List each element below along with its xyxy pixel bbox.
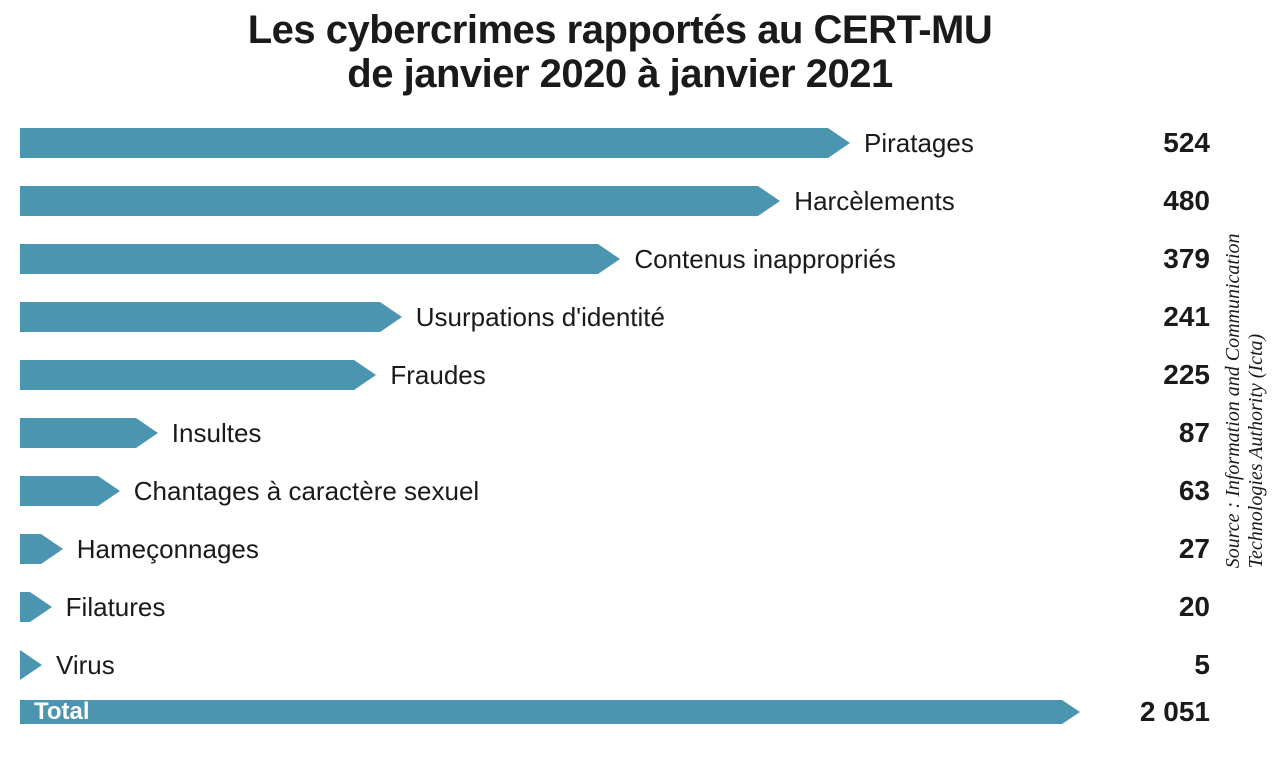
chart-row: Harcèlements 480: [20, 172, 1220, 230]
bar-label: Usurpations d'identité: [416, 302, 665, 333]
arrow-tip-icon: [98, 476, 120, 506]
chart-row: Virus 5: [20, 636, 1220, 694]
chart-total-row: Total 2 051: [20, 694, 1220, 730]
bar-body: [20, 534, 41, 564]
bar: [20, 128, 850, 158]
bar-value: 225: [1080, 359, 1220, 391]
bar-label: Filatures: [66, 592, 166, 623]
bar-label: Harcèlements: [794, 186, 954, 217]
bar-value: 480: [1080, 185, 1220, 217]
arrow-tip-icon: [30, 592, 52, 622]
arrow-tip-icon: [1062, 700, 1080, 724]
bar-value: 379: [1080, 243, 1220, 275]
bar-body: [20, 302, 380, 332]
bar-label: Piratages: [864, 128, 974, 159]
chart-title-line1: Les cybercrimes rapportés au CERT-MU: [248, 8, 992, 52]
bar-value: 5: [1080, 649, 1220, 681]
bar-wrap: Filatures: [20, 578, 1080, 636]
bar: [20, 476, 120, 506]
arrow-tip-icon: [598, 244, 620, 274]
bar-wrap: Contenus inappropriés: [20, 230, 1080, 288]
bar: [20, 360, 376, 390]
chart-title: Les cybercrimes rapportés au CERT-MU de …: [20, 8, 1220, 96]
bar-body: [20, 476, 98, 506]
bar-wrap: Insultes: [20, 404, 1080, 462]
bar-value: 87: [1080, 417, 1220, 449]
bar-body: [20, 244, 598, 274]
bar: [20, 302, 402, 332]
bar-label: Virus: [56, 650, 115, 681]
chart-row: Piratages 524: [20, 114, 1220, 172]
chart-row: Fraudes 225: [20, 346, 1220, 404]
arrow-tip-icon: [828, 128, 850, 158]
bar-value: 524: [1080, 127, 1220, 159]
source-citation: Source : Information and Communication T…: [1222, 189, 1268, 568]
total-label: Total: [34, 698, 90, 726]
bar-label: Fraudes: [390, 360, 485, 391]
total-value: 2 051: [1080, 696, 1220, 728]
bar-value: 20: [1080, 591, 1220, 623]
bar-body: [20, 128, 828, 158]
bar-wrap: Fraudes: [20, 346, 1080, 404]
bar-label: Hameçonnages: [77, 534, 259, 565]
bar-value: 63: [1080, 475, 1220, 507]
arrow-tip-icon: [136, 418, 158, 448]
chart-row: Contenus inappropriés 379: [20, 230, 1220, 288]
arrow-tip-icon: [354, 360, 376, 390]
bar-body: [20, 700, 1062, 724]
bar: [20, 418, 158, 448]
bar-body: [20, 186, 758, 216]
bar: [20, 534, 63, 564]
bar-body: [20, 418, 136, 448]
bar-wrap: Chantages à caractère sexuel: [20, 462, 1080, 520]
arrow-tip-icon: [20, 650, 42, 680]
chart-title-line2: de janvier 2020 à janvier 2021: [347, 52, 892, 96]
bar-body: [20, 592, 30, 622]
bar-wrap: Virus: [20, 636, 1080, 694]
total-bar: Total: [20, 700, 1080, 724]
chart-container: Les cybercrimes rapportés au CERT-MU de …: [20, 0, 1220, 757]
chart-row: Insultes 87: [20, 404, 1220, 462]
bar: [20, 244, 620, 274]
bar-label: Contenus inappropriés: [634, 244, 896, 275]
arrow-tip-icon: [758, 186, 780, 216]
bar: [20, 186, 780, 216]
chart-row: Usurpations d'identité 241: [20, 288, 1220, 346]
bar-wrap: Hameçonnages: [20, 520, 1080, 578]
arrow-tip-icon: [41, 534, 63, 564]
arrow-tip-icon: [380, 302, 402, 332]
bar-value: 241: [1080, 301, 1220, 333]
bar: [20, 592, 52, 622]
chart-row: Filatures 20: [20, 578, 1220, 636]
chart-row: Chantages à caractère sexuel 63: [20, 462, 1220, 520]
chart-rows: Piratages 524 Harcèlements 480 Contenus inap…: [20, 114, 1220, 730]
bar-value: 27: [1080, 533, 1220, 565]
bar-body: [20, 360, 354, 390]
bar-wrap: Piratages: [20, 114, 1080, 172]
bar-wrap: Usurpations d'identité: [20, 288, 1080, 346]
chart-row: Hameçonnages 27: [20, 520, 1220, 578]
bar-wrap: Total: [20, 694, 1080, 730]
bar-wrap: Harcèlements: [20, 172, 1080, 230]
bar-label: Chantages à caractère sexuel: [134, 476, 479, 507]
bar-label: Insultes: [172, 418, 262, 449]
bar: [20, 650, 42, 680]
